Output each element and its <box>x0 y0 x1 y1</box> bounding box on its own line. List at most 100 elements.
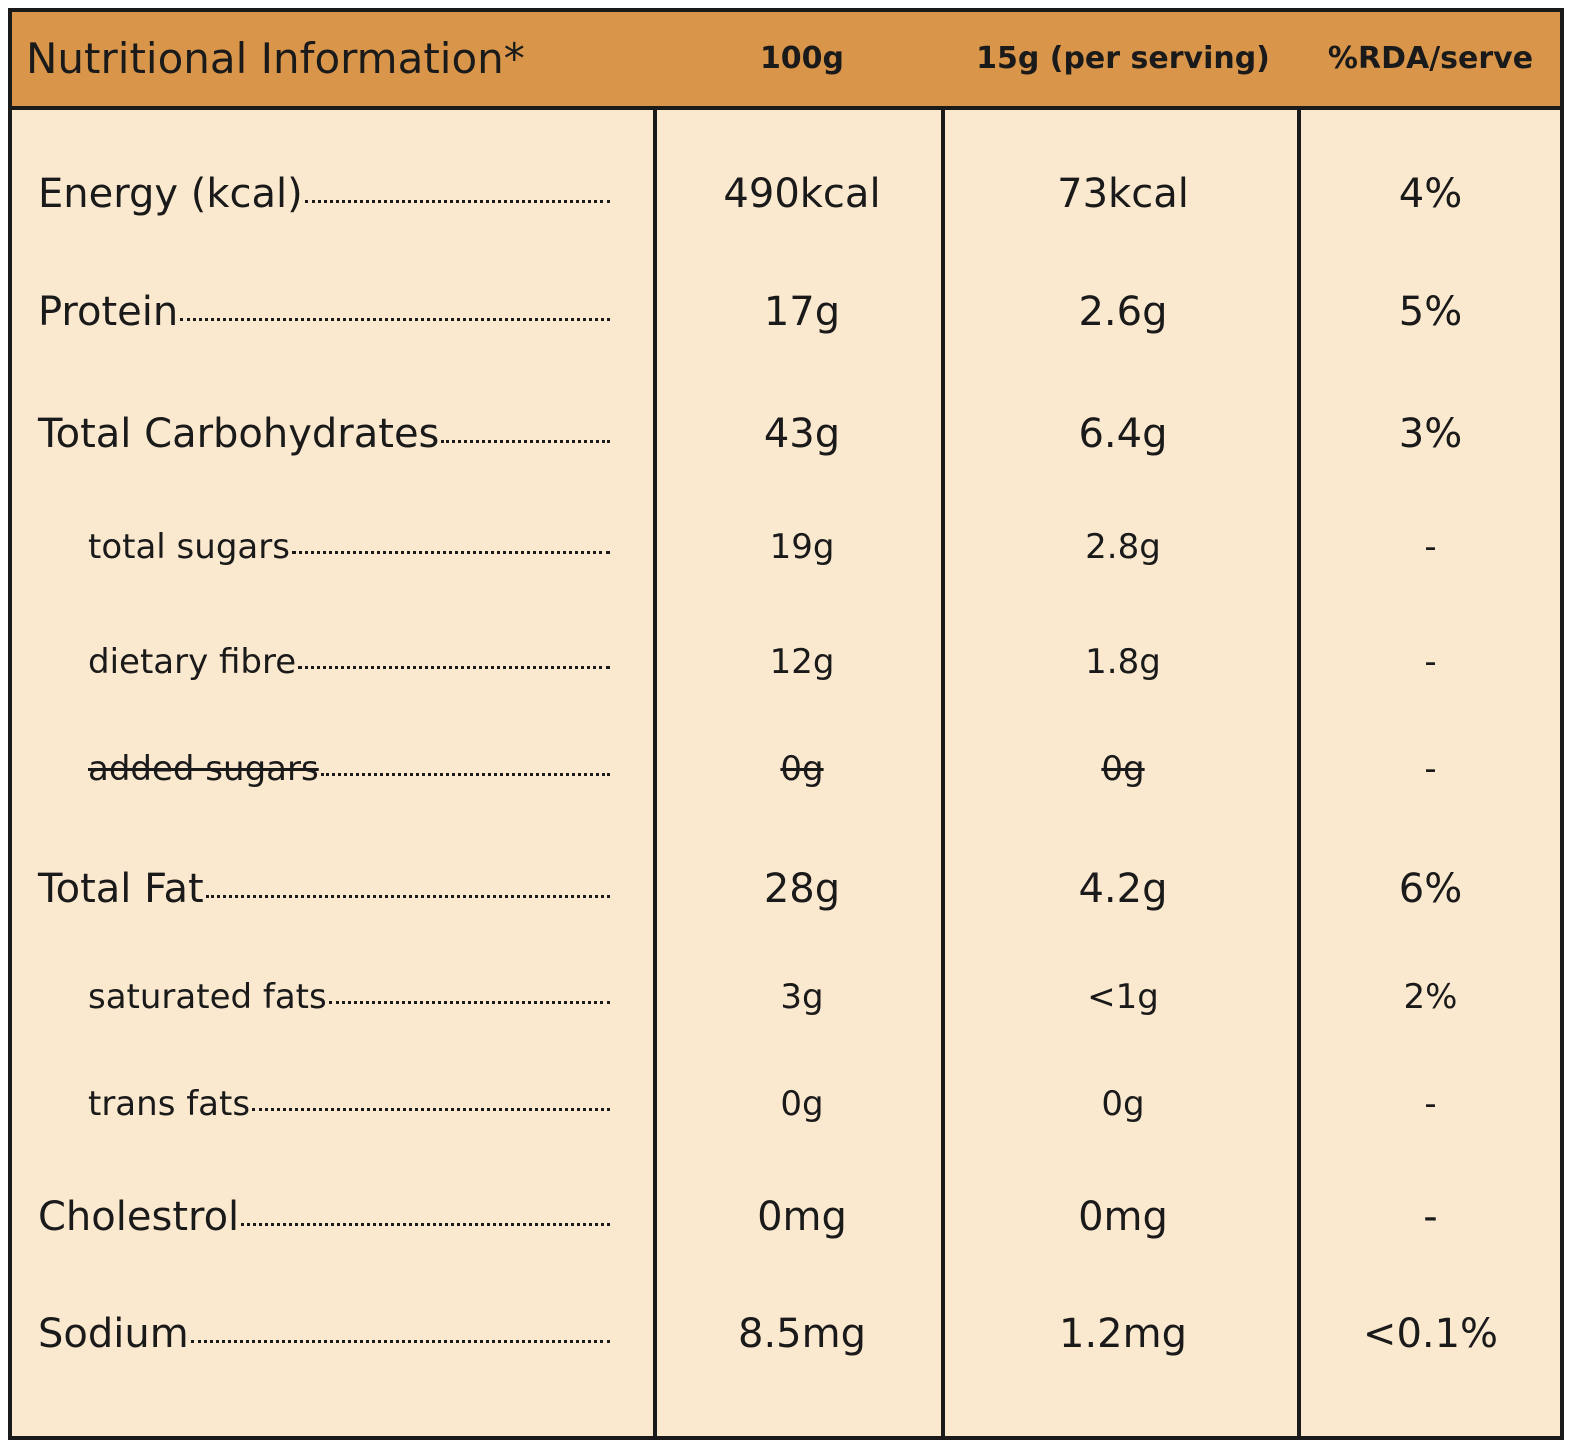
value-text: 2% <box>1403 977 1458 1017</box>
value-cell: 4.2g <box>945 866 1301 912</box>
row-label: Energy (kcal) <box>38 171 610 217</box>
value-cell: 3% <box>1301 411 1560 457</box>
label-text: added sugars <box>88 749 319 789</box>
nutrition-table: Nutritional Information* 100g 15g (per s… <box>8 8 1564 1440</box>
value-text: 6.4g <box>1078 411 1168 457</box>
row-label: Total Carbohydrates <box>38 411 610 457</box>
value-cell: 0mg <box>657 1194 947 1240</box>
value-text: 3g <box>780 977 824 1017</box>
value-cell: 3g <box>657 977 947 1017</box>
value-text: 17g <box>763 289 841 335</box>
header-cell: 15g (per serving) <box>976 41 1270 76</box>
value-text: 43g <box>763 411 841 457</box>
dot-leader <box>320 773 610 776</box>
value-cell: 73kcal <box>945 171 1301 217</box>
row-label: added sugars <box>88 749 610 789</box>
value-text: 12g <box>769 642 835 682</box>
value-cell: 5% <box>1301 289 1560 335</box>
value-text: 0g <box>780 1084 824 1124</box>
row-label: Sodium <box>38 1311 610 1357</box>
dot-leader <box>298 666 610 669</box>
dot-leader <box>328 1001 610 1004</box>
value-cell: 28g <box>657 866 947 912</box>
label-text: Cholestrol <box>38 1194 240 1240</box>
value-cell: - <box>1301 749 1560 789</box>
dot-leader <box>252 1108 610 1111</box>
label-text: Protein <box>38 289 179 335</box>
value-cell: 8.5mg <box>657 1311 947 1357</box>
row-label: Cholestrol <box>38 1194 610 1240</box>
dot-leader <box>304 200 610 203</box>
label-text: total sugars <box>88 527 290 567</box>
row-label: trans fats <box>88 1084 610 1124</box>
value-cell: 490kcal <box>657 171 947 217</box>
value-text: 6% <box>1398 866 1463 912</box>
row-label: Protein <box>38 289 610 335</box>
dot-leader <box>190 1340 610 1343</box>
value-text: 0mg <box>757 1194 847 1240</box>
dot-leader <box>291 551 610 554</box>
header-cell: %RDA/serve <box>1327 41 1534 76</box>
value-cell: 43g <box>657 411 947 457</box>
table-header: Nutritional Information* 100g 15g (per s… <box>12 12 1560 110</box>
dot-leader <box>205 895 610 898</box>
value-text: 0mg <box>1078 1194 1168 1240</box>
value-cell: <0.1% <box>1301 1311 1560 1357</box>
value-text: 3% <box>1398 411 1463 457</box>
value-text: 2.6g <box>1078 289 1168 335</box>
dot-leader <box>180 318 610 321</box>
value-text: 1.2mg <box>1059 1311 1187 1357</box>
value-cell: 2.8g <box>945 527 1301 567</box>
value-cell: - <box>1301 642 1560 682</box>
header-cell: 100g <box>759 41 845 76</box>
value-cell: 6.4g <box>945 411 1301 457</box>
value-text: - <box>1424 1084 1437 1124</box>
value-cell: 2% <box>1301 977 1560 1017</box>
header-cell: Nutritional Information* <box>26 34 525 83</box>
dot-leader <box>241 1223 610 1226</box>
value-text: - <box>1423 1194 1438 1240</box>
value-cell: 1.8g <box>945 642 1301 682</box>
value-text: - <box>1424 527 1437 567</box>
label-text: Total Carbohydrates <box>38 411 440 457</box>
value-text: - <box>1424 642 1437 682</box>
value-text: 73kcal <box>1057 171 1189 217</box>
value-cell: 12g <box>657 642 947 682</box>
value-text: 0g <box>780 749 824 789</box>
value-cell: <1g <box>945 977 1301 1017</box>
value-cell: - <box>1301 1194 1560 1240</box>
value-text: 5% <box>1398 289 1463 335</box>
value-cell: 1.2mg <box>945 1311 1301 1357</box>
value-text: 19g <box>769 527 835 567</box>
value-text: 4.2g <box>1078 866 1168 912</box>
value-cell: - <box>1301 527 1560 567</box>
value-text: 28g <box>763 866 841 912</box>
row-label: dietary fibre <box>88 642 610 682</box>
value-cell: 19g <box>657 527 947 567</box>
column-divider <box>653 110 657 1436</box>
row-label: total sugars <box>88 527 610 567</box>
column-divider <box>941 110 945 1436</box>
value-text: 2.8g <box>1085 527 1161 567</box>
value-cell: - <box>1301 1084 1560 1124</box>
value-cell: 6% <box>1301 866 1560 912</box>
row-label: saturated fats <box>88 977 610 1017</box>
value-cell: 0g <box>945 749 1301 789</box>
value-text: - <box>1424 749 1437 789</box>
value-text: <0.1% <box>1362 1311 1499 1357</box>
value-cell: 0g <box>945 1084 1301 1124</box>
value-text: <1g <box>1087 977 1159 1017</box>
label-text: dietary fibre <box>88 642 297 682</box>
value-text: 4% <box>1398 171 1463 217</box>
value-cell: 17g <box>657 289 947 335</box>
value-text: 0g <box>1101 1084 1145 1124</box>
dot-leader <box>441 440 610 443</box>
row-label: Total Fat <box>38 866 610 912</box>
value-cell: 0mg <box>945 1194 1301 1240</box>
column-divider <box>1297 110 1301 1436</box>
value-cell: 0g <box>657 1084 947 1124</box>
label-text: saturated fats <box>88 977 327 1017</box>
value-cell: 2.6g <box>945 289 1301 335</box>
label-text: Energy (kcal) <box>38 171 303 217</box>
